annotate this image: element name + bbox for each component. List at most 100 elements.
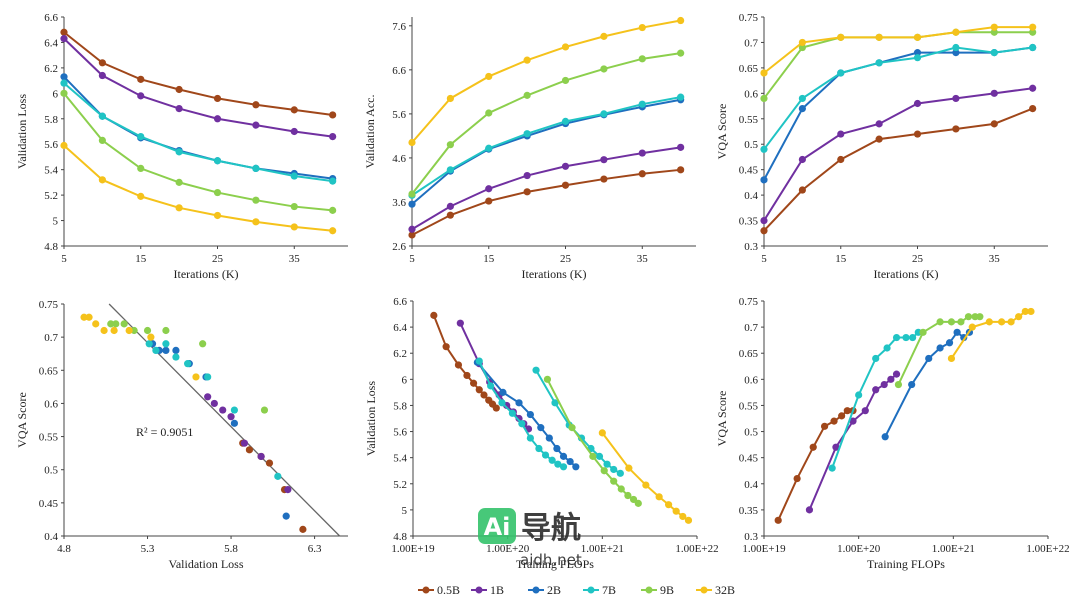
data-point bbox=[548, 456, 556, 464]
data-point bbox=[282, 512, 290, 520]
data-point bbox=[408, 200, 416, 208]
watermark-url-text: aidh.net bbox=[520, 551, 582, 569]
data-point bbox=[677, 16, 685, 25]
watermark-logo-badge bbox=[478, 508, 516, 544]
y-axis-label: Validation Loss bbox=[15, 94, 29, 169]
x-tick-label: 35 bbox=[989, 253, 1001, 265]
data-point bbox=[252, 218, 260, 226]
y-tick-label: 0.75 bbox=[739, 296, 759, 308]
data-point bbox=[600, 32, 608, 40]
data-point bbox=[120, 320, 128, 328]
data-point bbox=[798, 155, 806, 164]
data-point bbox=[990, 89, 998, 97]
series-2B bbox=[473, 358, 580, 471]
y-axis-label: VQA Score bbox=[715, 104, 729, 160]
y-tick-label: 4.8 bbox=[44, 241, 58, 253]
data-point bbox=[213, 94, 222, 103]
series-7B bbox=[475, 357, 568, 471]
data-point bbox=[1029, 84, 1037, 92]
r-squared-annotation: R² = 0.9051 bbox=[136, 425, 193, 439]
data-point bbox=[760, 145, 768, 153]
y-tick-label: 0.7 bbox=[744, 37, 758, 49]
x-tick-label: 1.00E+20 bbox=[486, 543, 530, 555]
series-32B bbox=[60, 141, 337, 235]
data-point bbox=[175, 204, 183, 212]
data-point bbox=[600, 156, 608, 164]
data-point bbox=[990, 120, 998, 128]
legend-marker bbox=[700, 586, 708, 594]
data-point bbox=[523, 130, 531, 138]
data-point bbox=[828, 464, 836, 472]
data-point bbox=[909, 333, 917, 342]
series-7B bbox=[828, 328, 922, 472]
y-tick-label: 6.2 bbox=[393, 348, 407, 360]
data-point bbox=[837, 130, 845, 138]
data-point bbox=[523, 188, 531, 196]
series-line bbox=[411, 19, 681, 144]
series-line bbox=[808, 373, 898, 511]
x-tick-label: 25 bbox=[560, 253, 572, 265]
x-axis-label: Iterations (K) bbox=[522, 267, 587, 281]
data-point bbox=[913, 99, 922, 108]
y-tick-label: 5.4 bbox=[44, 165, 58, 177]
data-point bbox=[598, 429, 606, 437]
y-tick-label: 0.75 bbox=[39, 299, 59, 311]
y-tick-label: 5 bbox=[402, 505, 408, 517]
series-line bbox=[763, 107, 1034, 232]
data-point bbox=[60, 73, 68, 81]
x-axis-label: Iterations (K) bbox=[874, 267, 939, 281]
data-point bbox=[252, 121, 260, 129]
data-point bbox=[947, 318, 956, 326]
y-tick-label: 0.35 bbox=[739, 505, 759, 517]
data-point bbox=[936, 344, 944, 352]
data-point bbox=[290, 202, 298, 211]
data-point bbox=[990, 49, 998, 57]
y-tick-label: 0.7 bbox=[44, 332, 58, 344]
data-point bbox=[60, 28, 68, 36]
series-7B-b bbox=[532, 366, 624, 477]
data-point bbox=[561, 43, 570, 51]
data-point bbox=[252, 196, 260, 204]
x-tick-label: 5.8 bbox=[224, 543, 238, 555]
data-point bbox=[98, 112, 106, 120]
data-point bbox=[252, 101, 260, 109]
data-point bbox=[192, 373, 200, 381]
data-point bbox=[446, 211, 454, 219]
y-tick-label: 6.6 bbox=[393, 296, 407, 308]
legend-label: 9B bbox=[660, 583, 674, 597]
x-axis-label: Training FLOPs bbox=[867, 557, 945, 571]
data-point bbox=[875, 120, 883, 128]
series-0.5B bbox=[408, 166, 685, 239]
legend-item-7B: 7B bbox=[583, 583, 616, 597]
x-tick-label: 35 bbox=[289, 253, 301, 265]
data-point bbox=[952, 125, 960, 133]
y-tick-label: 6.6 bbox=[44, 12, 58, 24]
data-point bbox=[1007, 318, 1015, 326]
data-point bbox=[952, 28, 960, 36]
data-point bbox=[98, 136, 106, 145]
data-point bbox=[172, 346, 180, 354]
data-point bbox=[230, 419, 238, 427]
data-point bbox=[92, 320, 100, 328]
data-point bbox=[892, 333, 901, 342]
data-point bbox=[913, 49, 922, 57]
charts-layer: 4.855.25.45.65.866.26.46.65 15 25 35Iterati… bbox=[15, 12, 1070, 571]
series-0.5B bbox=[760, 105, 1037, 235]
legend-item-0.5B: 0.5B bbox=[418, 583, 460, 597]
data-point bbox=[953, 328, 961, 336]
data-point bbox=[894, 380, 903, 389]
data-point bbox=[454, 361, 463, 369]
series-line bbox=[777, 409, 853, 521]
y-tick-label: 0.55 bbox=[739, 114, 759, 126]
data-point bbox=[875, 33, 883, 41]
data-point bbox=[284, 486, 292, 494]
y-tick-label: 0.5 bbox=[44, 465, 58, 477]
data-point bbox=[175, 105, 183, 113]
data-point bbox=[98, 59, 106, 67]
data-point bbox=[80, 313, 88, 321]
data-point bbox=[430, 311, 438, 319]
data-point bbox=[107, 320, 115, 328]
x-tick-label: 5.3 bbox=[141, 543, 155, 555]
data-point bbox=[798, 186, 806, 194]
data-point bbox=[152, 346, 160, 354]
